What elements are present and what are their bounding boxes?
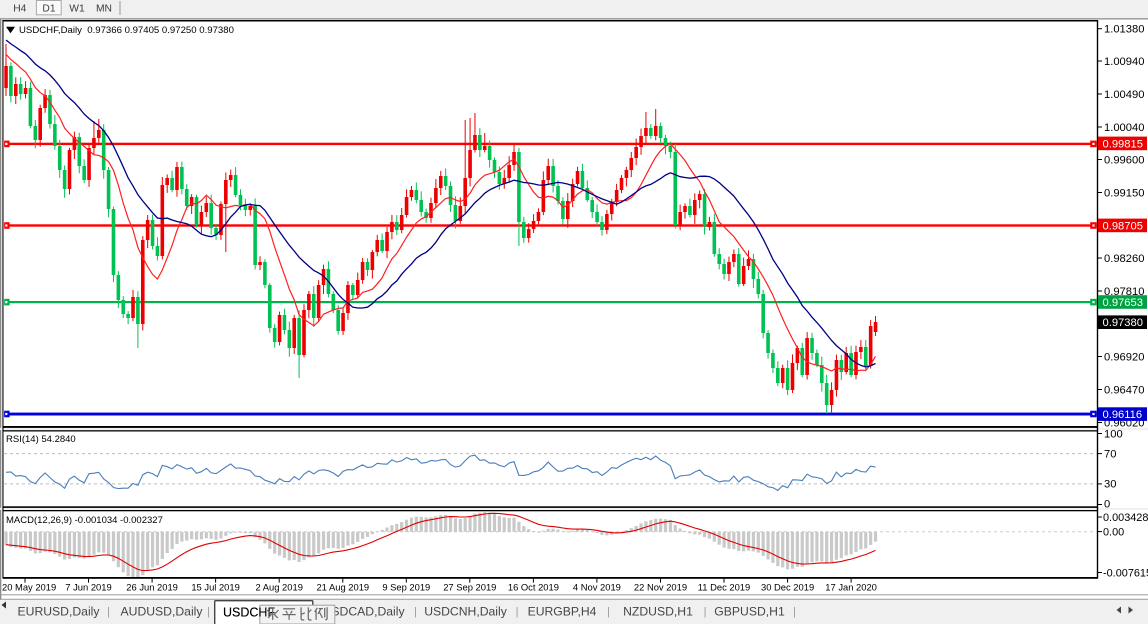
svg-text:|: |: [414, 606, 417, 618]
svg-text:1.00940: 1.00940: [1104, 56, 1144, 68]
svg-text:EURUSD,Daily: EURUSD,Daily: [18, 605, 101, 619]
svg-text:0.98260: 0.98260: [1104, 253, 1144, 265]
svg-text:0: 0: [1104, 499, 1110, 511]
svg-text:USDCHF,Daily: USDCHF,Daily: [223, 606, 306, 620]
svg-text:-0.007615: -0.007615: [1103, 567, 1148, 579]
svg-text:0.98705: 0.98705: [1103, 220, 1143, 232]
svg-text:16 Oct 2019: 16 Oct 2019: [508, 582, 559, 593]
svg-text:USDCHF,Daily 0.97366 0.97405: USDCHF,Daily 0.97366 0.97405 0.97250 0.9…: [19, 25, 234, 36]
svg-text:NZDUSD,H1: NZDUSD,H1: [623, 605, 693, 619]
svg-text:|: |: [793, 606, 796, 618]
svg-text:|: |: [704, 606, 707, 618]
svg-text:0.97810: 0.97810: [1104, 286, 1144, 298]
svg-text:1.01380: 1.01380: [1104, 24, 1144, 36]
svg-text:0.99600: 0.99600: [1104, 154, 1144, 166]
svg-text:MN: MN: [96, 3, 112, 14]
svg-text:RSI(14) 54.2840: RSI(14) 54.2840: [6, 434, 76, 445]
svg-text:0.99150: 0.99150: [1104, 187, 1144, 199]
svg-text:1.00040: 1.00040: [1104, 122, 1144, 134]
svg-text:0.99815: 0.99815: [1103, 138, 1143, 150]
svg-text:100: 100: [1104, 428, 1123, 440]
svg-text:|: |: [607, 606, 610, 618]
svg-text:0.00: 0.00: [1103, 526, 1124, 538]
svg-text:9 Sep 2019: 9 Sep 2019: [382, 582, 430, 593]
svg-text:0.96116: 0.96116: [1103, 409, 1143, 421]
svg-text:1.00490: 1.00490: [1104, 89, 1144, 101]
svg-text:|: |: [516, 606, 519, 618]
svg-text:22 Nov 2019: 22 Nov 2019: [634, 582, 687, 593]
svg-text:30: 30: [1104, 479, 1116, 491]
svg-text:GBPUSD,H1: GBPUSD,H1: [714, 605, 785, 619]
svg-text:H4: H4: [13, 3, 26, 14]
svg-text:17 Jan 2020: 17 Jan 2020: [825, 582, 877, 593]
svg-text:30 Dec 2019: 30 Dec 2019: [761, 582, 814, 593]
svg-text:11 Dec 2019: 11 Dec 2019: [698, 582, 750, 593]
svg-text:0.96920: 0.96920: [1104, 351, 1144, 363]
svg-text:SDCAD,Daily: SDCAD,Daily: [331, 605, 405, 619]
svg-text:7 Jun 2019: 7 Jun 2019: [65, 582, 111, 593]
svg-text:W1: W1: [69, 3, 85, 14]
svg-text:0.003428: 0.003428: [1103, 512, 1148, 524]
svg-text:27 Sep 2019: 27 Sep 2019: [443, 582, 496, 593]
svg-text:0.96470: 0.96470: [1104, 384, 1144, 396]
svg-text:|: |: [207, 606, 210, 618]
svg-text:0.97653: 0.97653: [1103, 297, 1143, 309]
svg-text:AUDUSD,Daily: AUDUSD,Daily: [121, 605, 204, 619]
svg-text:D1: D1: [42, 3, 55, 14]
svg-text:|: |: [107, 606, 110, 618]
svg-text:2 Aug 2019: 2 Aug 2019: [255, 582, 302, 593]
svg-text:21 Aug 2019: 21 Aug 2019: [316, 582, 369, 593]
svg-text:15 Jul 2019: 15 Jul 2019: [191, 582, 239, 593]
svg-text:4 Nov 2019: 4 Nov 2019: [573, 582, 621, 593]
svg-text:26 Jun 2019: 26 Jun 2019: [126, 582, 178, 593]
svg-text:USDCNH,Daily: USDCNH,Daily: [424, 605, 508, 619]
svg-text:EURGBP,H4: EURGBP,H4: [528, 605, 597, 619]
svg-text:70: 70: [1104, 448, 1116, 460]
svg-text:MACD(12,26,9) -0.001034 -0.002: MACD(12,26,9) -0.001034 -0.002327: [6, 515, 163, 526]
svg-text:20 May 2019: 20 May 2019: [2, 582, 56, 593]
svg-text:0.97380: 0.97380: [1103, 317, 1143, 329]
